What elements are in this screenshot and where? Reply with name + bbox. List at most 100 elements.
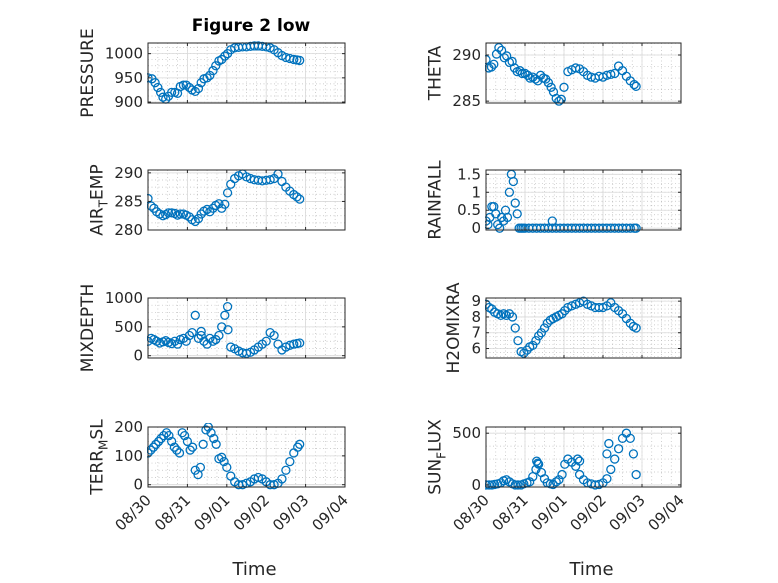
y-axis-label-main: PRESSURE — [78, 28, 98, 117]
x-tick-label: 09/01 — [528, 491, 571, 534]
data-point — [281, 465, 291, 475]
data-point — [164, 431, 174, 441]
x-axis-label: Time — [568, 559, 613, 580]
x-tick-label: 09/04 — [309, 491, 352, 534]
axes-box — [485, 426, 682, 488]
y-tick-label: 950 — [114, 69, 143, 87]
data-point — [539, 323, 550, 333]
y-tick-label: 900 — [114, 93, 143, 111]
data-point — [513, 335, 523, 346]
data-point — [151, 439, 161, 449]
data-point — [166, 208, 177, 218]
data-point — [631, 81, 641, 92]
y-tick-label: 9 — [471, 292, 481, 310]
plot-area — [148, 43, 345, 103]
y-tick-label: 280 — [114, 221, 143, 239]
data-point — [269, 480, 279, 490]
data-point — [285, 456, 295, 467]
data-point — [214, 199, 224, 209]
y-tick-label: 8 — [471, 308, 481, 326]
data-point — [237, 480, 248, 490]
series-markers — [485, 169, 641, 233]
y-tick-label: 1.5 — [457, 165, 481, 183]
data-point — [155, 87, 166, 98]
y-axis-label: AIRTEMP — [87, 164, 110, 235]
data-point — [613, 444, 624, 454]
y-tick-label: 0 — [471, 219, 481, 237]
data-point — [202, 204, 212, 215]
data-point — [606, 69, 616, 80]
y-tick-label: 0.5 — [457, 201, 481, 219]
data-point — [201, 425, 211, 435]
x-tick-label: 09/03 — [269, 491, 312, 534]
data-point — [542, 318, 552, 328]
data-point — [177, 428, 187, 438]
x-tick-label: 09/04 — [645, 491, 688, 534]
y-tick-label: 285 — [114, 192, 143, 210]
data-point — [184, 330, 195, 341]
data-point — [631, 469, 641, 480]
data-point — [253, 472, 263, 483]
data-point — [528, 340, 538, 351]
data-point — [520, 68, 530, 79]
data-point — [206, 428, 216, 438]
data-point — [261, 336, 271, 346]
data-point — [153, 436, 164, 447]
data-point — [190, 216, 200, 227]
y-axis-label-subscript: T — [96, 199, 110, 208]
data-point — [222, 188, 233, 198]
data-point — [174, 448, 185, 458]
data-point — [559, 82, 569, 92]
data-point — [522, 345, 532, 355]
data-point — [196, 326, 206, 337]
data-point — [196, 209, 206, 219]
data-point — [515, 66, 525, 76]
data-point — [485, 480, 494, 490]
y-axis-label-main: SUN — [425, 459, 445, 495]
data-point — [156, 433, 166, 444]
data-point — [187, 442, 198, 452]
data-point — [269, 330, 279, 341]
data-point — [504, 187, 515, 197]
y-tick-label: 285 — [452, 92, 481, 110]
series-markers — [485, 428, 641, 490]
x-tick-label: 09/01 — [190, 491, 233, 534]
series-markers — [147, 169, 305, 227]
x-tick-label: 09/02 — [230, 491, 273, 534]
series-markers — [485, 42, 641, 106]
y-axis-label: MIXDEPTH — [78, 284, 98, 373]
y-axis-label-main: AIR — [87, 207, 107, 236]
y-axis-label: RAINFALL — [425, 160, 445, 240]
data-point — [547, 216, 557, 226]
data-point — [190, 86, 200, 97]
y-axis-label-suffix: EMP — [87, 164, 107, 200]
y-axis-label-suffix: LUX — [425, 419, 445, 452]
data-point — [172, 339, 183, 349]
data-point — [554, 475, 564, 485]
data-point — [295, 338, 305, 348]
data-point — [532, 456, 542, 466]
data-point — [504, 309, 515, 319]
y-axis-label: TERRMSL — [87, 419, 110, 496]
data-point — [610, 454, 620, 464]
data-point — [510, 198, 520, 208]
data-point — [289, 339, 299, 349]
data-point — [507, 56, 517, 67]
subplot-2: 285 290 THETA — [425, 42, 682, 110]
data-point — [523, 70, 533, 80]
y-tick-label: 500 — [452, 424, 481, 442]
data-point — [195, 462, 206, 473]
y-axis-label-suffix: SL — [87, 419, 107, 440]
data-point — [525, 477, 535, 487]
data-point — [494, 223, 505, 233]
subplot-5: 0 500 1000 MIXDEPTH — [78, 284, 346, 373]
data-point — [285, 53, 295, 64]
data-point — [178, 80, 189, 90]
axes-box — [147, 169, 346, 231]
subplot-4: 00.511.5 RAINFALL — [425, 160, 682, 240]
data-point — [574, 456, 585, 466]
data-point — [295, 55, 305, 66]
data-point — [557, 309, 567, 319]
